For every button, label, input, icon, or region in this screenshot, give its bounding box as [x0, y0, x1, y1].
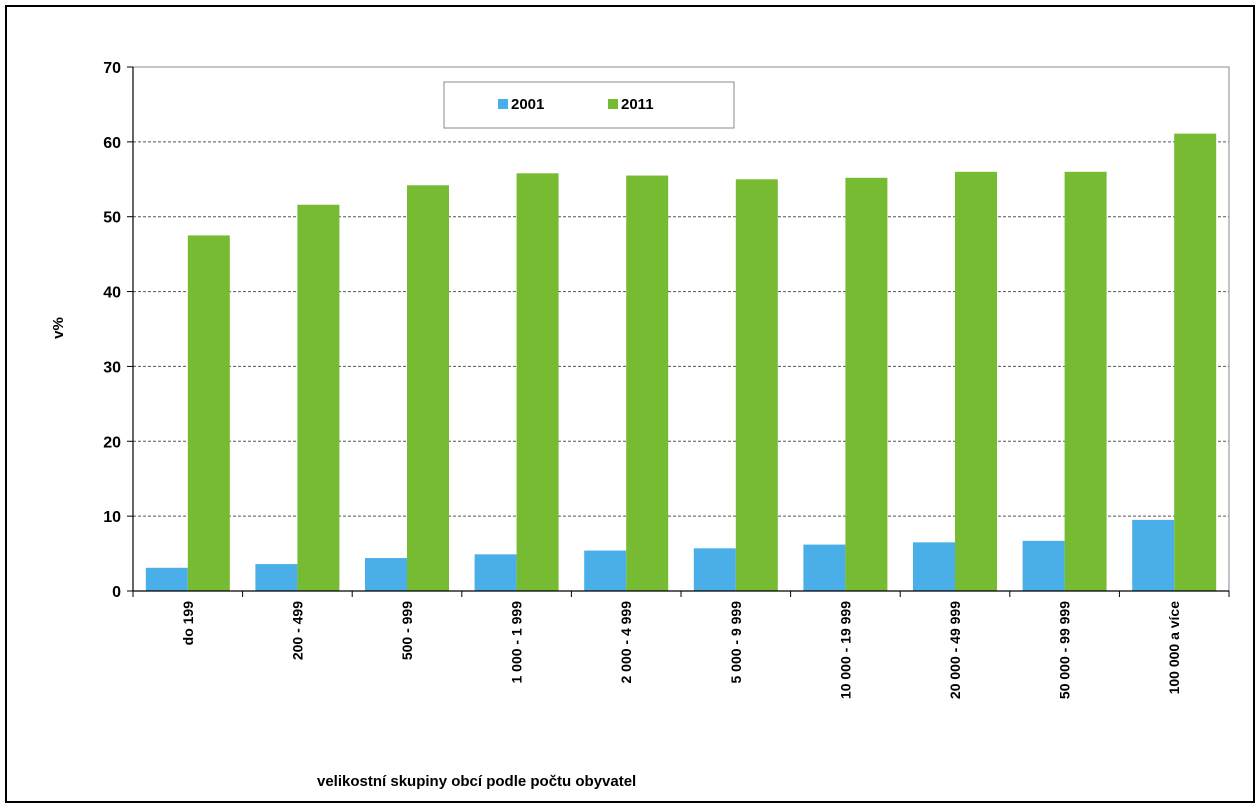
bar-2001-9: [1132, 519, 1175, 591]
legend-label-2001: 2001: [511, 96, 544, 113]
legend-swatch-2001: [498, 99, 508, 109]
x-tick-label: 500 - 999: [399, 601, 415, 660]
bar-2011-5: [735, 179, 778, 592]
x-tick-label: 200 - 499: [289, 601, 305, 660]
legend-swatch-2011: [608, 99, 618, 109]
bar-2001-0: [145, 567, 188, 591]
bar-2011-4: [626, 175, 669, 592]
bar-2011-1: [297, 204, 340, 592]
y-tick-label: 50: [103, 210, 121, 227]
bar-2001-2: [365, 558, 407, 591]
y-tick-label: 70: [103, 60, 121, 77]
x-tick-label: 100 000 a více: [1166, 601, 1182, 695]
y-tick-label: 60: [103, 135, 121, 152]
bar-2001-6: [803, 544, 846, 591]
y-tick-labels: 0 10 20 30 40 50 60 70: [103, 60, 121, 601]
bar-2001-5: [693, 548, 736, 591]
legend: 2001 2011: [443, 81, 735, 129]
bar-2011-6: [845, 177, 888, 591]
x-tick-labels: do 199 200 - 499 500 - 999 1 000 - 1 999 2 0…: [180, 601, 1182, 699]
x-tick-label: 20 000 - 49 999: [947, 601, 963, 699]
y-tick-label: 20: [103, 434, 121, 451]
y-tick-label: 40: [103, 285, 121, 302]
bar-2001-3: [474, 554, 517, 591]
bar-2001-1: [255, 564, 298, 591]
bar-2011-8: [1064, 171, 1107, 592]
bar-2001-4: [584, 550, 627, 591]
bar-2011-7: [955, 171, 997, 592]
x-tick-label: do 199: [180, 601, 196, 646]
bar-2001-7: [913, 542, 955, 591]
bar-2011-2: [407, 185, 449, 591]
y-tick-label: 0: [112, 584, 121, 601]
axes: [127, 66, 1230, 597]
x-tick-label: 2 000 - 4 999: [618, 601, 634, 684]
bar-2001-8: [1022, 540, 1065, 591]
y-tick-label: 30: [103, 359, 121, 376]
x-tick-label: 50 000 - 99 999: [1057, 601, 1073, 699]
bars: [145, 133, 1217, 592]
bar-2011-9: [1174, 133, 1217, 591]
x-tick-label: 5 000 - 9 999: [728, 601, 744, 684]
bar-2011-3: [516, 173, 559, 591]
x-tick-label: 10 000 - 19 999: [837, 601, 853, 699]
bar-2011-0: [187, 235, 230, 591]
x-axis-title: velikostní skupiny obcí podle počtu obyv…: [317, 773, 636, 790]
legend-box: [443, 81, 735, 129]
y-tick-label: 10: [103, 509, 121, 526]
legend-label-2011: 2011: [621, 96, 654, 113]
x-tick-label: 1 000 - 1 999: [509, 601, 525, 684]
y-axis-title: v%: [50, 317, 67, 339]
